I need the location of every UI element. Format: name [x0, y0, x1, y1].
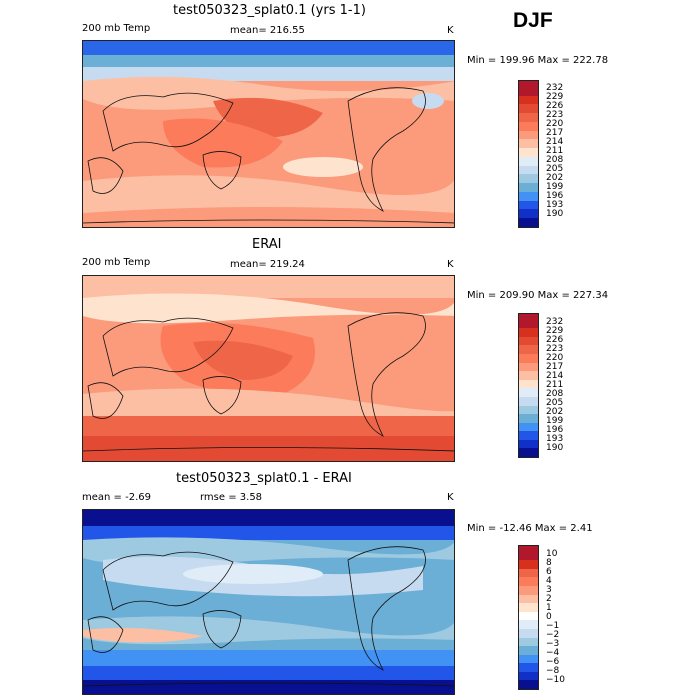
- panel1-level-12: 196: [546, 191, 564, 201]
- panel3-map: [82, 509, 455, 695]
- panel2-level-0: 232: [546, 317, 564, 327]
- panel3-minmax-label: Min = -12.46 Max = 2.41: [467, 523, 593, 534]
- panel1-level-10: 202: [546, 173, 564, 183]
- panel3-level-2: 6: [546, 567, 552, 577]
- panel3-level-1: 8: [546, 558, 552, 568]
- panel3-level-4: 3: [546, 585, 552, 595]
- panel3-level-7: 0: [546, 612, 552, 622]
- panel2-colorbar: [518, 313, 539, 458]
- panel1-level-9: 205: [546, 164, 564, 174]
- panel3-mean-label: mean = -2.69: [82, 492, 151, 503]
- panel2-level-4: 220: [546, 353, 564, 363]
- panel2-level-3: 223: [546, 344, 564, 354]
- panel3-rmse-label: rmse = 3.58: [200, 492, 263, 503]
- panel3-unit-label: K: [447, 492, 454, 503]
- panel2-level-9: 205: [546, 398, 564, 408]
- panel1-level-6: 214: [546, 137, 564, 147]
- panel3-level-8: −1: [546, 621, 560, 631]
- panel1-title: test050323_splat0.1 (yrs 1-1): [173, 3, 366, 18]
- panel2-level-12: 196: [546, 425, 564, 435]
- panel1-level-5: 217: [546, 128, 564, 138]
- panel3-level-11: −4: [546, 648, 560, 658]
- panel1-level-8: 208: [546, 155, 564, 165]
- panel3-level-5: 2: [546, 594, 552, 604]
- panel1-level-13: 193: [546, 200, 564, 210]
- season-label: DJF: [513, 9, 553, 32]
- panel2-level-10: 202: [546, 407, 564, 417]
- panel3-level-10: −3: [546, 639, 560, 649]
- panel3-level-12: −6: [546, 657, 560, 667]
- panel3-title: test050323_splat0.1 - ERAI: [176, 471, 352, 486]
- panel3-level-13: −8: [546, 666, 560, 676]
- panel2-level-2: 226: [546, 335, 564, 345]
- panel2-level-5: 217: [546, 362, 564, 372]
- panel1-level-0: 232: [546, 83, 564, 93]
- panel2-map: [82, 275, 455, 462]
- panel1-mean-label: mean= 216.55: [230, 25, 305, 36]
- panel2-level-6: 214: [546, 371, 564, 381]
- panel2-level-13: 193: [546, 434, 564, 444]
- panel1-level-2: 226: [546, 101, 564, 111]
- panel2-minmax-label: Min = 209.90 Max = 227.34: [467, 290, 609, 301]
- panel2-title: ERAI: [252, 237, 282, 252]
- panel3-level-3: 4: [546, 576, 552, 586]
- panel2-level-14: 190: [546, 443, 564, 453]
- panel1-level-1: 229: [546, 92, 564, 102]
- panel3-colorbar: [518, 545, 539, 690]
- panel1-map: [82, 40, 455, 228]
- panel3-level-9: −2: [546, 630, 560, 640]
- panel1-level-7: 211: [546, 146, 564, 156]
- panel2-variable-label: 200 mb Temp: [82, 257, 151, 268]
- panel2-level-11: 199: [546, 416, 564, 426]
- panel1-minmax-label: Min = 199.96 Max = 222.78: [467, 55, 609, 66]
- panel1-level-3: 223: [546, 110, 564, 120]
- panel1-level-4: 220: [546, 119, 564, 129]
- panel2-mean-label: mean= 219.24: [230, 259, 305, 270]
- panel1-level-14: 190: [546, 209, 564, 219]
- panel1-variable-label: 200 mb Temp: [82, 23, 151, 34]
- panel3-level-14: −10: [546, 675, 565, 685]
- panel2-level-8: 208: [546, 389, 564, 399]
- panel3-level-0: 10: [546, 549, 558, 559]
- panel2-level-1: 229: [546, 326, 564, 336]
- panel2-unit-label: K: [447, 259, 454, 270]
- panel1-level-11: 199: [546, 182, 564, 192]
- panel2-level-7: 211: [546, 380, 564, 390]
- panel3-level-6: 1: [546, 603, 552, 613]
- panel1-unit-label: K: [447, 25, 454, 36]
- panel1-colorbar: [518, 80, 539, 228]
